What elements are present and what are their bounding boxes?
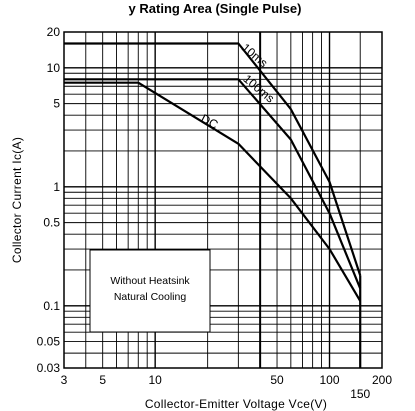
curve-10ms	[64, 42, 362, 276]
y-tick-label: 5	[53, 97, 60, 111]
annotation-line-1: Without Heatsink	[110, 275, 190, 287]
y-tick-label: 0.03	[37, 361, 61, 375]
y-tick-labels: 0.03 0.05 0.1 0.5 1 5 10 20	[37, 25, 61, 375]
y-tick-label: 0.1	[43, 299, 60, 313]
x-tick-label: 200	[372, 373, 392, 387]
y-axis-label: Collector Current Ic(A)	[10, 137, 24, 263]
y-tick-label: 20	[47, 25, 61, 39]
curve-dc	[64, 81, 362, 302]
curve-100ms	[64, 78, 362, 289]
chart-title: y Rating Area (Single Pulse)	[129, 1, 302, 16]
x-axis-label: Collector-Emitter Voltage Vce(V)	[145, 397, 327, 411]
y-tick-label: 1	[53, 180, 60, 194]
curve-label-dc: DC	[199, 111, 221, 132]
annotation-box	[89, 249, 211, 333]
x-tick-label: 3	[61, 373, 68, 387]
plot-frame	[63, 31, 383, 369]
annotation-line-2: Natural Cooling	[114, 291, 187, 303]
x-tick-label: 150	[350, 387, 370, 401]
y-tick-label: 0.05	[37, 335, 61, 349]
curves	[64, 42, 362, 368]
x-tick-label: 5	[99, 373, 106, 387]
y-tick-label: 0.5	[43, 216, 60, 230]
x-tick-label: 100	[319, 373, 339, 387]
x-tick-label: 50	[270, 373, 284, 387]
y-tick-label: 10	[47, 61, 61, 75]
x-tick-label: 10	[148, 373, 162, 387]
